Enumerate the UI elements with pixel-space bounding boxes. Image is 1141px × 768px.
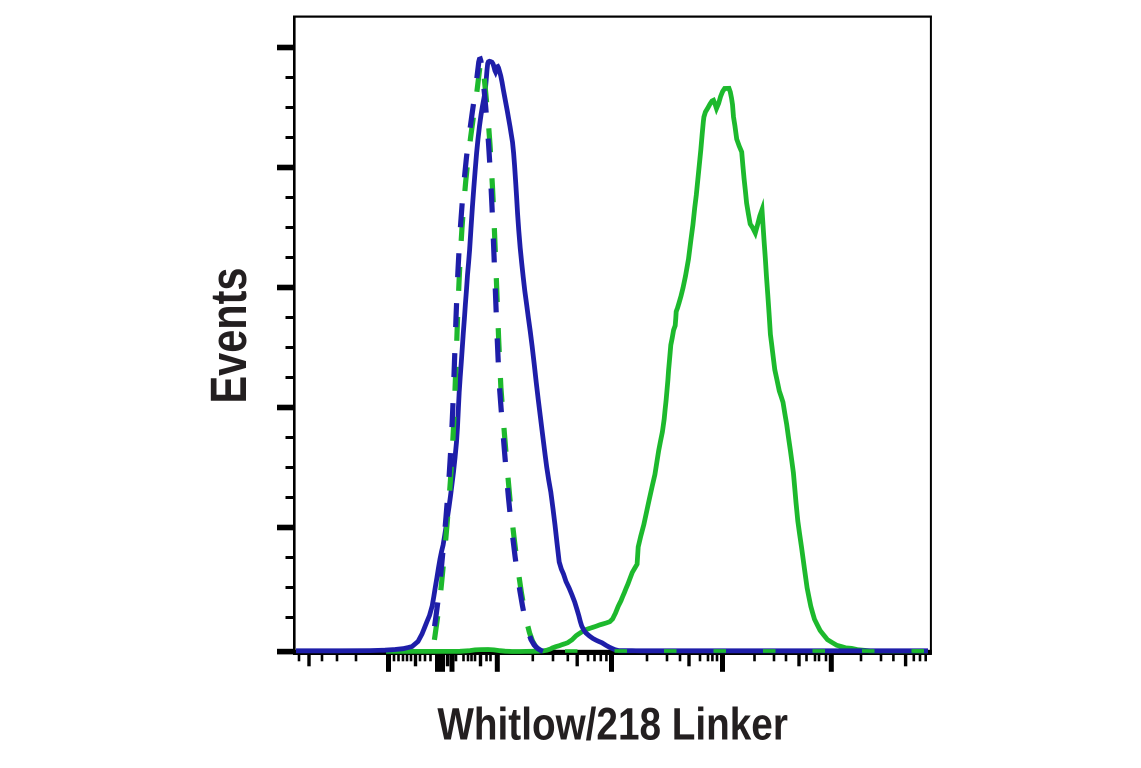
svg-text:Events: Events <box>200 268 257 404</box>
svg-text:Whitlow/218 Linker: Whitlow/218 Linker <box>437 699 788 750</box>
